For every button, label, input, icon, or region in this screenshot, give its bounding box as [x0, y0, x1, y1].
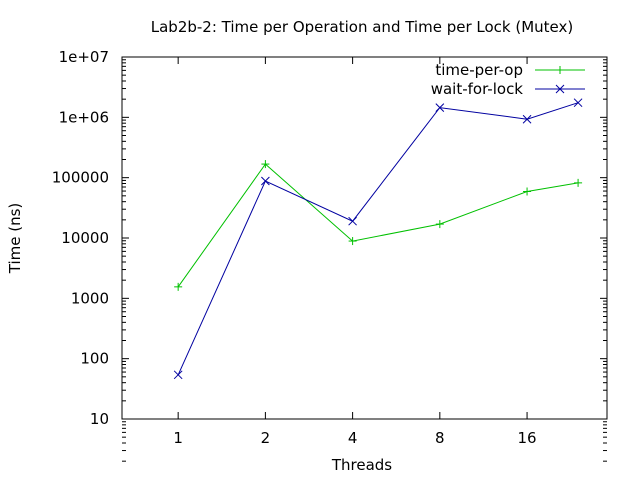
data-point — [522, 114, 532, 124]
plot-frame — [121, 56, 608, 420]
data-point — [348, 237, 357, 246]
legend-label: wait-for-lock — [431, 80, 524, 98]
y-tick-label: 10000 — [61, 229, 109, 247]
data-point — [173, 370, 183, 380]
data-point — [574, 178, 583, 187]
data-point — [435, 103, 445, 112]
data-point — [573, 98, 583, 108]
y-axis-ticks: 10 100 1000 10000 100000 1e+06 1e+07 — [52, 48, 607, 462]
data-point — [348, 216, 357, 226]
legend-label: time-per-op — [435, 61, 523, 79]
x-tick-label: 2 — [261, 429, 271, 447]
data-point — [435, 220, 444, 229]
data-point — [261, 176, 270, 186]
y-tick-label: 100 — [80, 350, 109, 368]
data-point — [523, 187, 532, 196]
series-layer — [173, 98, 583, 380]
legend-marker — [556, 66, 564, 74]
x-axis-ticks: 1 2 4 8 16 — [173, 57, 537, 447]
y-axis-label: Time (ns) — [6, 203, 24, 275]
series-line — [177, 163, 579, 288]
y-tick-label: 10 — [90, 410, 109, 428]
x-tick-label: 1 — [173, 429, 183, 447]
data-point — [261, 160, 270, 169]
data-point — [174, 282, 183, 291]
legend-marker — [555, 84, 565, 94]
y-tick-label: 1000 — [71, 289, 109, 307]
series-line — [177, 102, 579, 376]
series-wait-for-lock — [173, 98, 583, 380]
x-axis-label: Threads — [331, 456, 392, 474]
x-tick-label: 8 — [435, 429, 445, 447]
x-tick-label: 4 — [348, 429, 358, 447]
y-tick-label: 1e+07 — [59, 48, 109, 66]
chart-title: Lab2b-2: Time per Operation and Time per… — [151, 18, 574, 36]
y-tick-label: 1e+06 — [59, 108, 109, 126]
y-tick-label: 100000 — [52, 169, 109, 187]
series-time-per-op — [174, 160, 583, 291]
x-tick-label: 16 — [518, 429, 537, 447]
